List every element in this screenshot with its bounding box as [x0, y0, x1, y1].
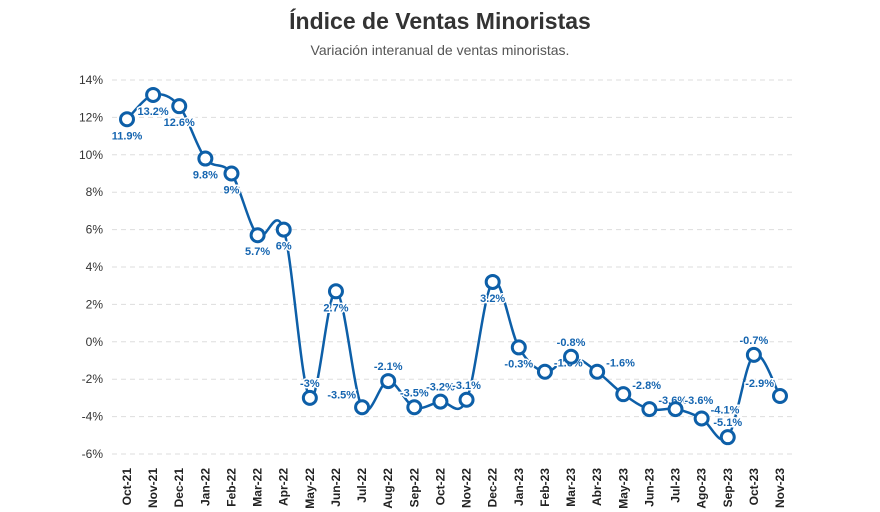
data-label: -5.1% [713, 417, 742, 429]
y-tick-label: -4% [82, 410, 104, 424]
x-tick-label: Jul-22 [355, 468, 369, 503]
data-label: -1.6% [606, 358, 635, 370]
data-point [432, 393, 449, 410]
data-label: -0.3% [504, 358, 533, 370]
data-point [249, 227, 266, 244]
y-tick-label: 14% [79, 73, 103, 87]
data-point [354, 399, 371, 416]
x-tick-label: Jun-23 [642, 468, 656, 507]
x-tick-label: Jan-23 [512, 468, 526, 506]
data-point [745, 346, 762, 363]
data-point [380, 373, 397, 390]
data-point [484, 273, 501, 290]
y-tick-label: -6% [82, 447, 104, 461]
x-tick-label: Apr-22 [277, 468, 291, 506]
data-point [197, 150, 214, 167]
x-tick-label: Oct-22 [433, 468, 447, 506]
data-label: 6% [276, 241, 292, 253]
x-tick-label: Nov-22 [460, 468, 474, 508]
y-tick-label: 4% [86, 260, 104, 274]
chart-subtitle: Variación interanual de ventas minorista… [310, 42, 570, 58]
x-tick-label: May-22 [303, 468, 317, 509]
data-label: 9% [224, 185, 240, 197]
data-label: 12.6% [164, 117, 195, 129]
data-point [119, 111, 135, 128]
data-label: -2.8% [632, 380, 661, 392]
data-point [223, 165, 240, 182]
x-tick-label: Feb-22 [224, 468, 238, 507]
data-label: -2.9% [745, 378, 774, 390]
y-tick-label: 0% [86, 335, 104, 349]
data-point [145, 86, 162, 103]
data-label: -4.1% [711, 404, 740, 416]
data-label: 2.7% [323, 302, 348, 314]
data-label: 9.8% [193, 170, 218, 182]
data-point [301, 389, 318, 406]
x-tick-label: Nov-21 [146, 468, 160, 508]
data-label: -0.8% [557, 337, 586, 349]
data-label: 5.7% [245, 246, 270, 258]
data-point [536, 363, 553, 380]
x-tick-label: Ago-23 [695, 468, 709, 509]
data-point [171, 98, 188, 115]
y-tick-label: 10% [79, 148, 103, 162]
data-label: -3.5% [327, 389, 356, 401]
data-label: -3.6% [685, 395, 714, 407]
data-point [641, 401, 658, 418]
data-point [510, 339, 527, 356]
chart-title: Índice de Ventas Minoristas [289, 8, 591, 34]
x-tick-label: Oct-21 [120, 468, 134, 506]
x-tick-label: Abr-23 [590, 468, 604, 506]
x-tick-label: Mar-22 [251, 468, 265, 507]
x-tick-label: Jul-23 [669, 468, 683, 503]
x-tick-label: Dec-22 [486, 468, 500, 508]
x-tick-label: Oct-23 [747, 468, 761, 506]
data-label: -3.1% [452, 380, 481, 392]
x-tick-label: Sep-22 [407, 468, 421, 508]
data-point [406, 399, 423, 416]
x-tick-label: Mar-23 [564, 468, 578, 507]
data-point [772, 388, 788, 405]
y-tick-label: 6% [86, 223, 104, 237]
data-label: -2.1% [374, 361, 403, 373]
x-tick-label: Aug-22 [381, 468, 395, 509]
data-point [327, 283, 344, 300]
data-point [589, 363, 606, 380]
data-label: -3.2% [426, 382, 455, 394]
x-tick-label: Feb-23 [538, 468, 552, 507]
x-tick-label: Jan-22 [198, 468, 212, 506]
x-tick-label: Sep-23 [721, 468, 735, 508]
data-label: 3.2% [480, 293, 505, 305]
x-tick-label: Jun-22 [329, 468, 343, 507]
data-point [719, 429, 736, 446]
y-tick-label: -2% [82, 372, 104, 386]
x-tick-label: Dec-21 [172, 468, 186, 508]
x-tick-label: May-23 [616, 468, 630, 509]
y-tick-label: 8% [86, 185, 104, 199]
data-label: 11.9% [112, 130, 143, 142]
x-tick-label: Nov-23 [773, 468, 787, 508]
y-tick-label: 2% [86, 297, 104, 311]
data-point [458, 391, 475, 408]
data-point [667, 401, 684, 418]
data-label: -3% [300, 378, 320, 390]
data-point [563, 348, 580, 365]
y-tick-label: 12% [79, 110, 103, 124]
data-label: 13.2% [138, 106, 169, 118]
data-point [275, 221, 292, 238]
data-label: -0.7% [740, 335, 769, 347]
data-point [615, 386, 632, 403]
data-point [693, 410, 710, 427]
data-label: -3.5% [400, 387, 429, 399]
